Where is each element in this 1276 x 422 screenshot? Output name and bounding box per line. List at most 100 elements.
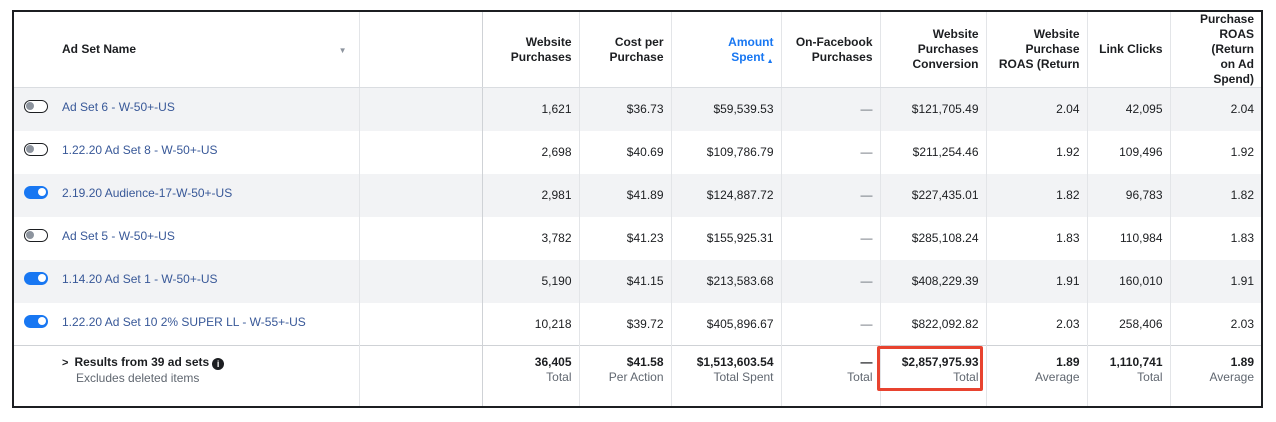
total-link-clicks: 1,110,741 Total <box>1087 345 1171 406</box>
table-row[interactable]: 2.19.20 Audience-17-W-50+-US 2,981 $41.89 $… <box>14 173 1261 217</box>
ad-sets-table: Ad Set Name ▼ Website Purchases Cost per… <box>14 12 1261 406</box>
cell-website-purchases: 3,782 <box>482 216 580 260</box>
cell-website-purchases: 2,981 <box>482 173 580 217</box>
cell-website-purchases-conversion: $822,092.82 <box>880 302 987 346</box>
ad-set-toggle[interactable] <box>24 314 48 328</box>
cell-cost-per-purchase: $41.15 <box>579 259 672 303</box>
results-summary[interactable]: > Results from 39 ad sets i Excludes delet… <box>54 345 360 406</box>
toggle-knob <box>26 102 34 110</box>
cell-on-facebook-purchases: — <box>781 87 881 131</box>
header-website-purchase-roas[interactable]: Website Purchase ROAS (Return <box>986 12 1088 88</box>
toggle-knob <box>38 187 46 196</box>
ad-set-name-link[interactable]: 2.19.20 Audience-17-W-50+-US <box>62 185 233 200</box>
cell-amount-spent: $59,539.53 <box>671 87 782 131</box>
total-on-facebook-purchases: — Total <box>781 345 881 406</box>
cell-on-facebook-purchases: — <box>781 259 881 303</box>
total-website-purchase-roas: 1.89 Average <box>986 345 1088 406</box>
cell-amount-spent: $124,887.72 <box>671 173 782 217</box>
cell-website-purchase-roas: 1.83 <box>986 216 1088 260</box>
cell-amount-spent: $109,786.79 <box>671 130 782 174</box>
cell-on-facebook-purchases: — <box>781 173 881 217</box>
cell-website-purchases-conversion: $211,254.46 <box>880 130 987 174</box>
table-row[interactable]: Ad Set 5 - W-50+-US 3,782 $41.23 $155,925.3… <box>14 216 1261 260</box>
results-label: Results from 39 ad sets <box>74 355 210 369</box>
cell-on-facebook-purchases: — <box>781 216 881 260</box>
cell-purchase-roas: 1.92 <box>1230 144 1254 159</box>
cell-cost-per-purchase: $40.69 <box>579 130 672 174</box>
table-row[interactable]: 1.22.20 Ad Set 8 - W-50+-US 2,698 $40.69 $1… <box>14 130 1261 174</box>
cell-website-purchases: 10,218 <box>482 302 580 346</box>
toggle-knob <box>26 144 34 153</box>
ad-set-toggle[interactable] <box>24 185 48 199</box>
excludes-label: Excludes deleted items <box>76 371 200 385</box>
cell-website-purchase-roas: 1.92 <box>986 130 1088 174</box>
ad-set-toggle[interactable] <box>24 228 48 242</box>
cell-link-clicks: 110,984 <box>1087 216 1171 260</box>
total-purchase-roas: 1.89 Average <box>1170 345 1261 406</box>
cell-purchase-roas: 1.91 <box>1230 273 1254 288</box>
table-row[interactable]: Ad Set 6 - W-50+-US 1,621 $36.73 $59,539.53… <box>14 87 1261 131</box>
cell-amount-spent: $405,896.67 <box>671 302 782 346</box>
ad-set-name-link[interactable]: Ad Set 5 - W-50+-US <box>62 228 175 243</box>
header-row: Ad Set Name ▼ Website Purchases Cost per… <box>14 12 1261 88</box>
ad-set-toggle[interactable] <box>24 271 48 285</box>
cell-link-clicks: 96,783 <box>1087 173 1171 217</box>
cell-website-purchases: 1,621 <box>482 87 580 131</box>
sort-ascending-icon[interactable]: ▲ <box>766 57 774 65</box>
cell-purchase-roas: 1.83 <box>1230 230 1254 245</box>
ad-set-name-link[interactable]: Ad Set 6 - W-50+-US <box>62 100 175 114</box>
cell-cost-per-purchase: $41.23 <box>579 216 672 260</box>
totals-row: > Results from 39 ad sets i Excludes delet… <box>14 345 1261 406</box>
header-website-purchases[interactable]: Website Purchases <box>482 12 580 88</box>
total-cost-per-purchase: $41.58 Per Action <box>579 345 672 406</box>
cell-on-facebook-purchases: — <box>781 302 881 346</box>
ad-set-name-link[interactable]: 1.22.20 Ad Set 10 2% SUPER LL - W-55+-US <box>62 314 306 329</box>
header-ad-set-name-label: Ad Set Name <box>62 42 137 56</box>
cell-link-clicks: 109,496 <box>1087 130 1171 174</box>
cell-on-facebook-purchases: — <box>781 130 881 174</box>
cell-website-purchase-roas: 2.04 <box>986 87 1088 131</box>
cell-amount-spent: $155,925.31 <box>671 216 782 260</box>
ad-set-toggle[interactable] <box>24 100 48 113</box>
cell-website-purchases-conversion: $227,435.01 <box>880 173 987 217</box>
cell-purchase-roas: 2.04 <box>1230 102 1254 116</box>
caret-down-icon[interactable]: ▼ <box>338 46 347 55</box>
header-website-purchases-conversion[interactable]: Website Purchases Conversion <box>880 12 987 88</box>
cell-website-purchase-roas: 1.91 <box>986 259 1088 303</box>
toggle-knob <box>38 316 46 325</box>
info-icon[interactable]: i <box>212 358 225 370</box>
cell-purchase-roas: 2.03 <box>1230 316 1254 331</box>
cell-amount-spent: $213,583.68 <box>671 259 782 303</box>
table-row[interactable]: 1.14.20 Ad Set 1 - W-50+-US 5,190 $41.15 $2… <box>14 259 1261 303</box>
header-spacer <box>359 12 483 88</box>
cell-cost-per-purchase: $36.73 <box>579 87 672 131</box>
chevron-right-icon[interactable]: > <box>62 357 69 369</box>
cell-cost-per-purchase: $41.89 <box>579 173 672 217</box>
ad-set-name-link[interactable]: 1.22.20 Ad Set 8 - W-50+-US <box>62 142 218 157</box>
header-ad-set-name[interactable]: Ad Set Name ▼ <box>54 12 360 88</box>
cell-website-purchase-roas: 2.03 <box>986 302 1088 346</box>
cell-link-clicks: 42,095 <box>1087 87 1171 131</box>
cell-purchase-roas: 1.82 <box>1230 187 1254 202</box>
cell-website-purchases: 2,698 <box>482 130 580 174</box>
cell-cost-per-purchase: $39.72 <box>579 302 672 346</box>
cell-website-purchases-conversion: $121,705.49 <box>880 87 987 131</box>
ad-set-name-link[interactable]: 1.14.20 Ad Set 1 - W-50+-US <box>62 271 218 286</box>
cell-website-purchases: 5,190 <box>482 259 580 303</box>
header-amount-spent[interactable]: Amount Spent ▲ <box>671 12 782 88</box>
total-amount-spent: $1,513,603.54 Total Spent <box>671 345 782 406</box>
ad-sets-table-frame: Ad Set Name ▼ Website Purchases Cost per… <box>12 10 1263 408</box>
cell-website-purchases-conversion: $285,108.24 <box>880 216 987 260</box>
toggle-knob <box>26 230 34 239</box>
cell-website-purchase-roas: 1.82 <box>986 173 1088 217</box>
header-purchase-roas[interactable]: Purchase ROAS (Return on Ad Spend) <box>1170 12 1261 88</box>
toggle-knob <box>38 273 46 282</box>
cell-link-clicks: 258,406 <box>1087 302 1171 346</box>
header-on-facebook-purchases[interactable]: On-Facebook Purchases <box>781 12 881 88</box>
header-link-clicks[interactable]: Link Clicks <box>1087 12 1171 88</box>
header-cost-per-purchase[interactable]: Cost per Purchase <box>579 12 672 88</box>
table-row[interactable]: 1.22.20 Ad Set 10 2% SUPER LL - W-55+-US… <box>14 302 1261 346</box>
cell-website-purchases-conversion: $408,229.39 <box>880 259 987 303</box>
total-website-purchases-conversion: $2,857,975.93 Total <box>876 345 987 406</box>
ad-set-toggle[interactable] <box>24 142 48 156</box>
